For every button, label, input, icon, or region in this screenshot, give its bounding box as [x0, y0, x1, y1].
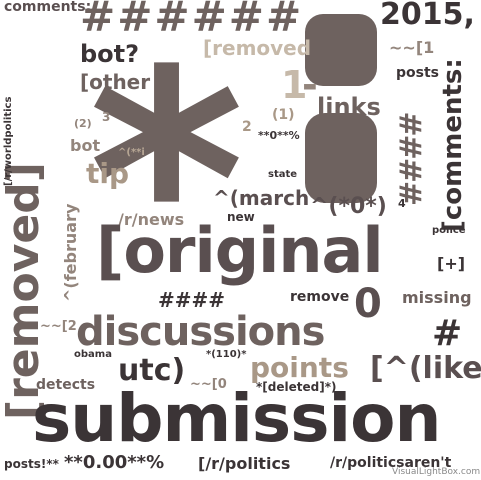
word-hashes-mid: #### — [158, 288, 226, 312]
word-discussions: discussions — [76, 309, 325, 355]
word-caret-i: ^(**i — [118, 147, 145, 158]
word-r-politicsarent: /r/politicsaren't — [330, 455, 452, 471]
dot-glyph-top — [305, 14, 377, 86]
word-february-vertical: ^(february — [61, 203, 80, 302]
word-hashes-right: #### — [394, 113, 429, 206]
word-hash-single: # — [432, 313, 463, 354]
word-plus: [+] — [437, 254, 466, 273]
word-links: links — [317, 93, 381, 121]
word-deleted: *[deleted]*) — [256, 380, 337, 394]
word-detects: detects — [36, 377, 96, 393]
word-like: [^(like — [370, 351, 481, 386]
word-paren1: (1) — [272, 107, 295, 123]
word-year: 2015, — [380, 0, 475, 32]
word-r-news: /r/news — [118, 210, 185, 229]
word-posts-small: posts — [396, 65, 439, 81]
word-bot: bot — [70, 136, 101, 155]
word-new: new — [227, 210, 255, 224]
word-n2: 2 — [242, 119, 252, 135]
dot-glyph-bottom — [305, 113, 377, 203]
word-r-politics: [/r/politics — [198, 454, 291, 473]
word-utc: utc) — [118, 353, 186, 388]
word-comments-top: comments: — [4, 0, 92, 15]
word-worldpolitics-vertical: [/r/worldpolitics — [3, 96, 14, 186]
word-percent0: **0**% — [258, 129, 300, 142]
word-state: state — [268, 169, 298, 180]
asterisk-glyph: * — [88, 7, 245, 356]
word-sup4: 4 — [398, 197, 406, 210]
word-remove: remove — [290, 289, 350, 305]
word-star-o: ^(*0*) — [310, 194, 387, 219]
word-tilde0: ~~[0 — [190, 377, 227, 392]
word-hashes-top: ###### — [80, 0, 304, 41]
word-one10: *(110)* — [206, 349, 247, 360]
word-tilde1: ~~[1 — [389, 38, 435, 57]
word-points: points — [250, 351, 349, 384]
word-original: [original — [96, 214, 384, 287]
word-other: [other — [80, 70, 151, 94]
word-tilde2: ~~[2 — [40, 319, 77, 334]
word-posts-bang: posts!** — [4, 457, 59, 471]
word-bot-question: bot? — [80, 40, 140, 68]
word-p2: (2) — [74, 117, 92, 130]
word-tip: tip — [86, 157, 130, 190]
watermark: VisualLightBox.com — [392, 467, 481, 477]
word-comments-vertical: [comments: — [438, 58, 468, 232]
word-march: ^(march — [213, 186, 310, 210]
word-obama: obama — [74, 349, 112, 360]
word-n3: 3 — [102, 110, 111, 124]
word-missing: missing — [402, 288, 472, 307]
word-submission: submission — [32, 380, 441, 457]
word-bold0: **0.00**% — [64, 452, 165, 473]
word-zero: 0 — [354, 281, 382, 327]
word-removed-small: [removed — [203, 36, 312, 60]
word-dash: - — [302, 63, 318, 107]
word-police: police — [432, 225, 466, 236]
word-num-1: 1 — [281, 63, 308, 107]
